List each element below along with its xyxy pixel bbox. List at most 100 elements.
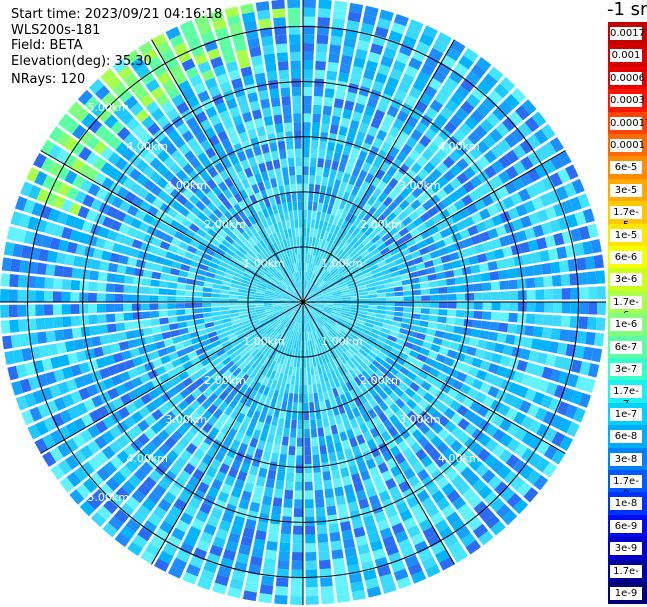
beta-cell <box>484 372 496 385</box>
beta-cell <box>151 33 167 48</box>
beta-cell <box>213 64 227 77</box>
beta-cell <box>221 239 232 248</box>
beta-cell <box>354 275 364 282</box>
beta-cell <box>395 51 410 65</box>
beta-cell <box>345 183 354 194</box>
beta-cell <box>493 248 505 260</box>
beta-cell <box>411 49 427 63</box>
beta-cell <box>508 111 524 126</box>
beta-cell <box>281 297 291 300</box>
beta-cell <box>377 180 387 192</box>
beta-cell <box>235 358 245 368</box>
beta-cell <box>459 228 471 240</box>
beta-cell <box>221 256 231 265</box>
beta-cell <box>191 388 202 399</box>
beta-cell <box>80 178 93 193</box>
beta-cell <box>347 348 356 357</box>
beta-cell <box>517 290 527 300</box>
beta-cell <box>438 246 449 256</box>
beta-cell <box>138 221 150 233</box>
beta-cell <box>267 268 276 276</box>
beta-cell <box>252 212 261 223</box>
beta-cell <box>536 423 550 439</box>
beta-cell <box>373 393 383 405</box>
beta-cell <box>327 264 335 273</box>
beta-cell <box>324 303 334 305</box>
range-ring-label: 4.00km <box>438 452 480 465</box>
beta-cell <box>357 313 368 319</box>
beta-cell <box>393 286 404 292</box>
beta-cell <box>260 504 271 515</box>
beta-cell <box>464 116 479 130</box>
beta-cell <box>339 284 349 290</box>
beta-cell <box>71 267 82 279</box>
beta-cell <box>280 533 291 544</box>
beta-cell <box>249 501 261 513</box>
beta-cell <box>456 172 469 185</box>
beta-cell <box>356 94 368 106</box>
beta-cell <box>414 100 428 114</box>
beta-cell <box>289 175 296 185</box>
beta-cell <box>298 305 302 315</box>
beta-cell <box>234 401 244 413</box>
beta-cell <box>265 160 274 171</box>
beta-cell <box>362 213 372 224</box>
beta-cell <box>274 25 287 36</box>
beta-cell <box>380 430 392 442</box>
beta-cell <box>367 376 377 387</box>
beta-cell <box>331 349 339 359</box>
beta-cell <box>385 339 396 347</box>
colorbar-label: 3e-5 <box>610 183 642 197</box>
beta-cell <box>52 195 66 210</box>
beta-cell <box>298 314 301 324</box>
beta-cell <box>165 251 176 261</box>
beta-cell <box>331 206 339 216</box>
beta-cell <box>392 205 404 217</box>
beta-cell <box>307 254 311 264</box>
beta-cell <box>148 469 163 483</box>
beta-cell <box>38 248 50 262</box>
beta-cell <box>194 249 205 258</box>
beta-cell <box>415 332 426 341</box>
beta-cell <box>293 122 302 132</box>
beta-cell <box>34 438 49 454</box>
beta-cell <box>490 238 502 250</box>
beta-cell <box>274 289 284 295</box>
beta-cell <box>349 332 358 341</box>
beta-cell <box>444 77 459 92</box>
beta-cell <box>0 304 10 318</box>
beta-cell <box>96 466 111 482</box>
beta-cell <box>18 213 31 229</box>
beta-cell <box>488 363 500 375</box>
beta-cell <box>43 416 57 432</box>
beta-cell <box>485 423 499 437</box>
beta-cell <box>355 48 368 60</box>
beta-cell <box>296 437 303 447</box>
beta-cell <box>127 541 143 557</box>
beta-cell <box>285 266 291 275</box>
beta-cell <box>311 445 320 456</box>
beta-cell <box>235 49 249 61</box>
beta-cell <box>102 415 116 429</box>
beta-cell <box>248 418 258 429</box>
beta-cell <box>575 375 588 391</box>
beta-cell <box>327 331 336 339</box>
beta-cell <box>335 237 343 247</box>
beta-cell <box>499 312 509 322</box>
beta-cell <box>424 106 438 120</box>
beta-cell <box>244 120 255 131</box>
beta-cell <box>424 334 435 343</box>
beta-cell <box>266 188 274 198</box>
beta-cell <box>357 220 366 231</box>
beta-cell <box>286 275 293 284</box>
beta-cell <box>421 253 432 262</box>
beta-cell <box>512 371 525 384</box>
beta-cell <box>278 283 287 290</box>
beta-cell <box>300 289 303 299</box>
beta-cell <box>333 179 342 190</box>
beta-cell <box>305 323 308 333</box>
beta-cell <box>344 244 353 253</box>
beta-cell <box>264 549 277 560</box>
beta-cell <box>551 274 562 287</box>
beta-cell <box>405 181 417 193</box>
